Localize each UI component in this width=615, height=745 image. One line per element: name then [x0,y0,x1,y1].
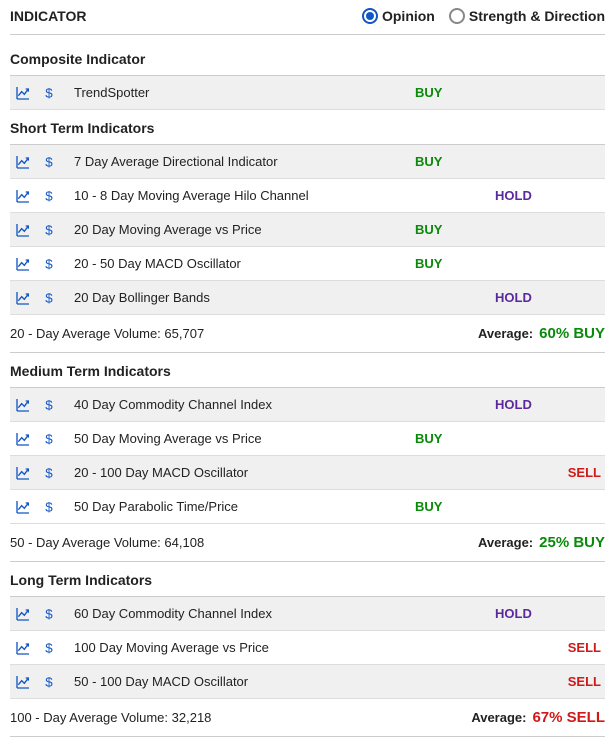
header-title: INDICATOR [10,8,362,24]
chart-icon[interactable] [10,465,36,481]
indicator-name[interactable]: 50 Day Parabolic Time/Price [62,499,415,514]
chart-icon[interactable] [10,222,36,238]
signal-buy: BUY [415,499,495,514]
radio-label: Opinion [382,8,435,24]
sections: Composite IndicatorTrendSpotterBUYShort … [10,41,605,737]
signal-sell: SELL [565,674,605,689]
dollar-icon[interactable] [36,154,62,170]
indicator-row: 20 - 50 Day MACD OscillatorBUY [10,247,605,281]
indicator-name[interactable]: TrendSpotter [62,85,415,100]
dollar-icon[interactable] [36,674,62,690]
indicator-row: 100 Day Moving Average vs Price SELL [10,631,605,665]
dollar-icon[interactable] [36,188,62,204]
indicator-row: 50 Day Parabolic Time/PriceBUY [10,490,605,524]
signal-hold: HOLD [495,188,565,203]
signal-buy: BUY [415,256,495,271]
signal-hold: HOLD [495,397,565,412]
section-summary: 100 - Day Average Volume: 32,218Average:… [10,699,605,737]
header: INDICATOR Opinion Strength & Direction [10,8,605,35]
indicator-row: 7 Day Average Directional IndicatorBUY [10,145,605,179]
dollar-icon[interactable] [36,397,62,413]
radio-strength[interactable]: Strength & Direction [449,8,605,24]
avg-pct: 67% SELL [532,709,605,726]
indicator-name[interactable]: 20 Day Bollinger Bands [62,290,415,305]
avg-label: Average: [478,326,533,341]
signal-buy: BUY [415,431,495,446]
indicator-name[interactable]: 40 Day Commodity Channel Index [62,397,415,412]
chart-icon[interactable] [10,431,36,447]
view-toggle: Opinion Strength & Direction [362,8,605,24]
chart-icon[interactable] [10,397,36,413]
indicator-name[interactable]: 20 - 50 Day MACD Oscillator [62,256,415,271]
avg-volume: 20 - Day Average Volume: 65,707 [10,326,478,341]
chart-icon[interactable] [10,674,36,690]
dollar-icon[interactable] [36,640,62,656]
dollar-icon[interactable] [36,606,62,622]
indicator-row: 20 - 100 Day MACD Oscillator SELL [10,456,605,490]
indicator-row: 40 Day Commodity Channel Index HOLD [10,388,605,422]
indicator-name[interactable]: 20 Day Moving Average vs Price [62,222,415,237]
chart-icon[interactable] [10,85,36,101]
indicator-row: 20 Day Bollinger Bands HOLD [10,281,605,315]
indicator-row: 20 Day Moving Average vs PriceBUY [10,213,605,247]
avg-pct: 25% BUY [539,534,605,551]
indicator-row: 60 Day Commodity Channel Index HOLD [10,597,605,631]
chart-icon[interactable] [10,154,36,170]
dollar-icon[interactable] [36,499,62,515]
section-title: Short Term Indicators [10,110,605,145]
radio-icon [362,8,378,24]
chart-icon[interactable] [10,606,36,622]
dollar-icon[interactable] [36,465,62,481]
signal-sell: SELL [565,465,605,480]
radio-opinion[interactable]: Opinion [362,8,435,24]
signal-buy: BUY [415,85,495,100]
chart-icon[interactable] [10,256,36,272]
indicator-row: 10 - 8 Day Moving Average Hilo Channel HO… [10,179,605,213]
indicator-name[interactable]: 50 Day Moving Average vs Price [62,431,415,446]
avg-volume: 100 - Day Average Volume: 32,218 [10,710,471,725]
dollar-icon[interactable] [36,290,62,306]
dollar-icon[interactable] [36,431,62,447]
avg-label: Average: [471,710,526,725]
signal-hold: HOLD [495,606,565,621]
signal-sell: SELL [565,640,605,655]
indicator-name[interactable]: 20 - 100 Day MACD Oscillator [62,465,415,480]
section-title: Medium Term Indicators [10,353,605,388]
indicator-name[interactable]: 100 Day Moving Average vs Price [62,640,415,655]
indicator-row: 50 - 100 Day MACD Oscillator SELL [10,665,605,699]
dollar-icon[interactable] [36,256,62,272]
indicator-name[interactable]: 50 - 100 Day MACD Oscillator [62,674,415,689]
chart-icon[interactable] [10,188,36,204]
signal-hold: HOLD [495,290,565,305]
dollar-icon[interactable] [36,222,62,238]
avg-signal: Average: 25% BUY [478,534,605,551]
avg-label: Average: [478,535,533,550]
dollar-icon[interactable] [36,85,62,101]
signal-buy: BUY [415,222,495,237]
chart-icon[interactable] [10,499,36,515]
indicator-row: TrendSpotterBUY [10,76,605,110]
chart-icon[interactable] [10,290,36,306]
avg-signal: Average: 67% SELL [471,709,605,726]
section-summary: 20 - Day Average Volume: 65,707Average: 6… [10,315,605,353]
chart-icon[interactable] [10,640,36,656]
indicator-name[interactable]: 10 - 8 Day Moving Average Hilo Channel [62,188,415,203]
section-title: Long Term Indicators [10,562,605,597]
indicator-row: 50 Day Moving Average vs PriceBUY [10,422,605,456]
indicator-name[interactable]: 7 Day Average Directional Indicator [62,154,415,169]
section-title: Composite Indicator [10,41,605,76]
radio-label: Strength & Direction [469,8,605,24]
avg-signal: Average: 60% BUY [478,325,605,342]
radio-icon [449,8,465,24]
avg-pct: 60% BUY [539,325,605,342]
section-summary: 50 - Day Average Volume: 64,108Average: 2… [10,524,605,562]
indicator-name[interactable]: 60 Day Commodity Channel Index [62,606,415,621]
signal-buy: BUY [415,154,495,169]
indicator-panel: INDICATOR Opinion Strength & Direction C… [0,0,615,745]
avg-volume: 50 - Day Average Volume: 64,108 [10,535,478,550]
